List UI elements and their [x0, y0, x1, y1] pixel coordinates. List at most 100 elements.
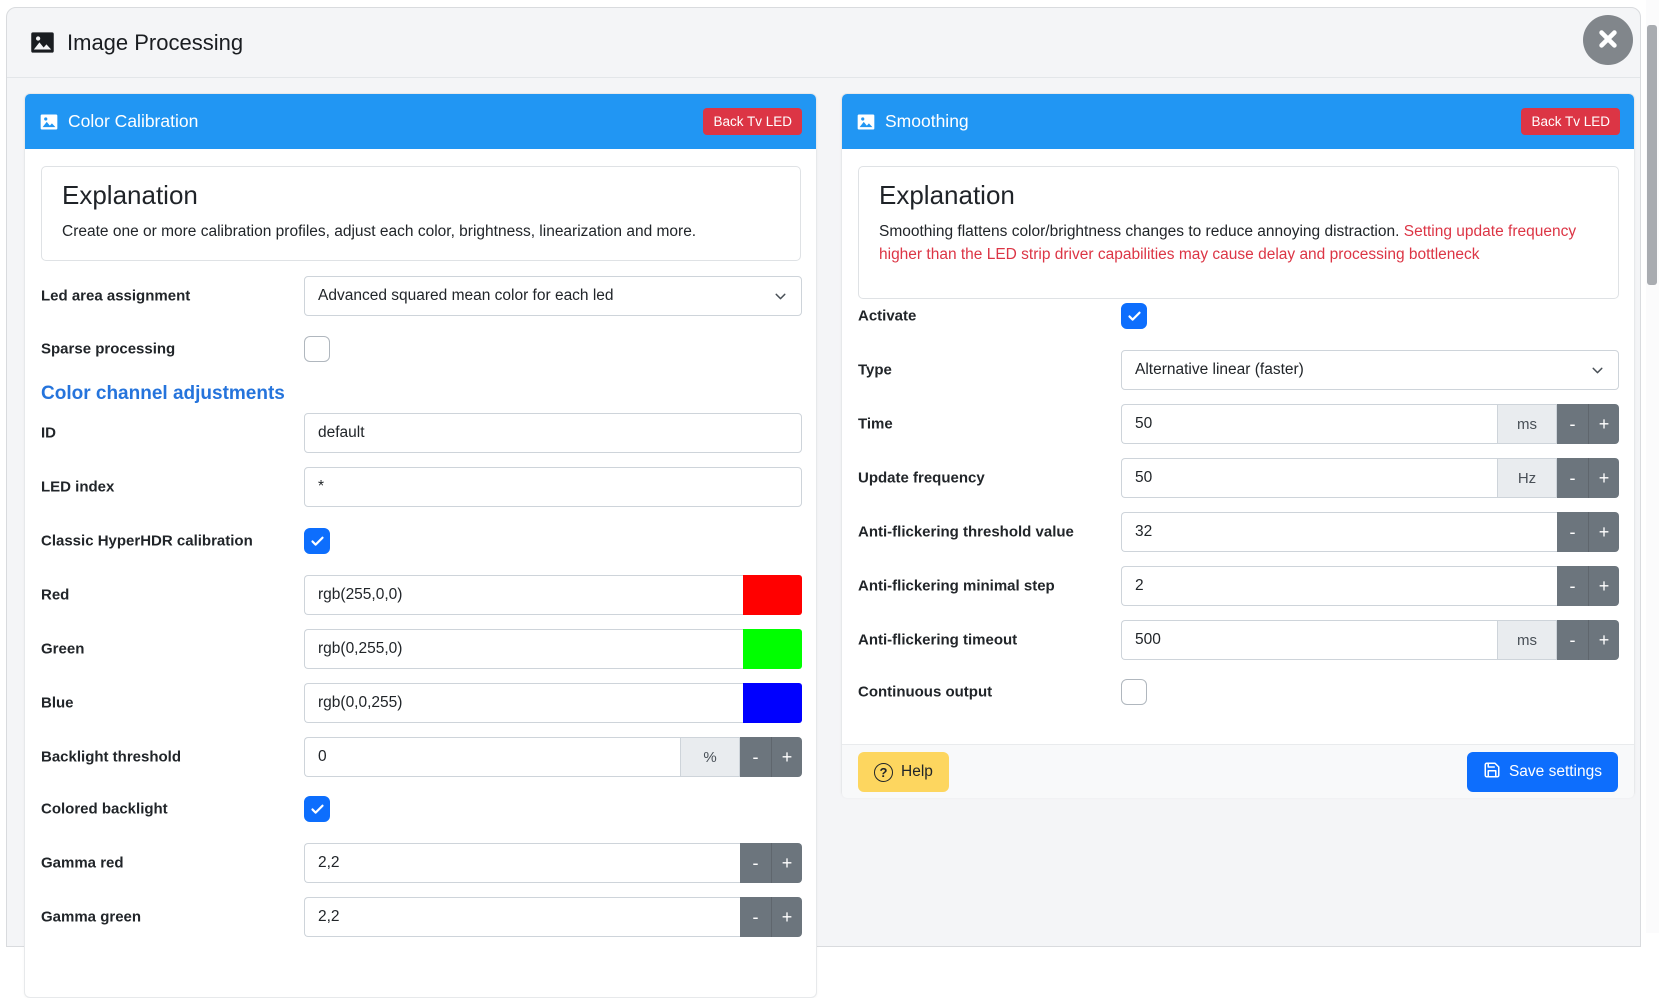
percent-unit: % [680, 737, 740, 777]
increment-button[interactable]: + [771, 843, 802, 883]
backlight-threshold-label: Backlight threshold [41, 748, 182, 766]
increment-button[interactable]: + [1588, 512, 1619, 552]
blue-label: Blue [41, 694, 74, 712]
id-input[interactable] [304, 413, 802, 453]
blue-color-swatch [743, 683, 802, 723]
continuous-output-checkbox[interactable] [1121, 679, 1147, 705]
smoothing-panel: Smoothing Back Tv LED Explanation Smooth… [841, 93, 1635, 798]
panel-title: Color Calibration [68, 111, 199, 131]
explanation-title: Explanation [62, 180, 198, 210]
led-index-input[interactable] [304, 467, 802, 507]
sparse-processing-checkbox[interactable] [304, 336, 330, 362]
close-icon [1597, 28, 1619, 53]
classic-hyperhdr-calibration-checkbox[interactable] [304, 528, 330, 554]
color-calibration-panel: Color Calibration Back Tv LED Explanatio… [24, 93, 817, 998]
gamma-red-row: Gamma red - + [25, 843, 816, 883]
time-input[interactable] [1121, 404, 1497, 444]
red-color-swatch [743, 575, 802, 615]
smoothing-header: Smoothing Back Tv LED [842, 94, 1634, 149]
update-frequency-label: Update frequency [858, 469, 985, 487]
check-icon [310, 802, 325, 817]
explanation-text-normal: Smoothing flattens color/brightness chan… [879, 223, 1404, 240]
decrement-button[interactable]: - [1557, 458, 1588, 498]
decrement-button[interactable]: - [1557, 404, 1588, 444]
time-row: Time ms - + [842, 404, 1634, 444]
explanation-box: Explanation Smoothing flattens color/bri… [858, 166, 1619, 299]
type-value: Alternative linear (faster) [1135, 361, 1304, 378]
type-select[interactable]: Alternative linear (faster) [1121, 350, 1619, 390]
increment-button[interactable]: + [1588, 566, 1619, 606]
led-index-label: LED index [41, 478, 115, 496]
green-label: Green [41, 640, 85, 658]
ms-unit: ms [1497, 620, 1557, 660]
id-row: ID [25, 413, 816, 453]
back-tv-led-badge[interactable]: Back Tv LED [1521, 108, 1620, 135]
explanation-text: Create one or more calibration profiles,… [62, 223, 697, 240]
sparse-processing-label: Sparse processing [41, 340, 176, 358]
decrement-button[interactable]: - [1557, 620, 1588, 660]
continuous-output-row: Continuous output [842, 679, 1634, 705]
anti-flickering-timeout-input[interactable] [1121, 620, 1497, 660]
page-scrollbar[interactable] [1646, 0, 1659, 933]
anti-flickering-threshold-input[interactable] [1121, 512, 1557, 552]
anti-flickering-timeout-label: Anti-flickering timeout [858, 631, 1018, 649]
hz-unit: Hz [1497, 458, 1557, 498]
increment-button[interactable]: + [1588, 458, 1619, 498]
update-frequency-input[interactable] [1121, 458, 1497, 498]
image-icon [39, 112, 59, 132]
blue-row: Blue [25, 683, 816, 723]
decrement-button[interactable]: - [740, 843, 771, 883]
increment-button[interactable]: + [771, 737, 802, 777]
back-tv-led-badge[interactable]: Back Tv LED [703, 108, 802, 135]
green-color-swatch [743, 629, 802, 669]
classic-hyperhdr-calibration-label: Classic HyperHDR calibration [41, 532, 253, 550]
colored-backlight-checkbox[interactable] [304, 796, 330, 822]
gamma-green-input[interactable] [304, 897, 740, 937]
save-settings-button[interactable]: Save settings [1466, 752, 1618, 792]
backlight-threshold-input[interactable] [304, 737, 680, 777]
decrement-button[interactable]: - [1557, 566, 1588, 606]
explanation-text-warning: Setting update frequency higher than the… [879, 223, 1577, 263]
activate-checkbox[interactable] [1121, 303, 1147, 329]
anti-flickering-threshold-label: Anti-flickering threshold value [858, 523, 1074, 541]
led-area-assignment-label: Led area assignment [41, 287, 191, 305]
anti-flickering-threshold-row: Anti-flickering threshold value - + [842, 512, 1634, 552]
gamma-red-input[interactable] [304, 843, 740, 883]
increment-button[interactable]: + [1588, 404, 1619, 444]
explanation-box: Explanation Create one or more calibrati… [41, 166, 801, 261]
save-icon [1483, 761, 1501, 784]
backlight-threshold-row: Backlight threshold % - + [25, 737, 816, 777]
blue-input[interactable] [304, 683, 743, 723]
decrement-button[interactable]: - [740, 737, 771, 777]
colored-backlight-row: Colored backlight [25, 796, 816, 822]
red-input[interactable] [304, 575, 743, 615]
anti-flickering-minimal-step-row: Anti-flickering minimal step - + [842, 566, 1634, 606]
gamma-green-label: Gamma green [41, 908, 142, 926]
increment-button[interactable]: + [1588, 620, 1619, 660]
update-frequency-row: Update frequency Hz - + [842, 458, 1634, 498]
id-label: ID [41, 424, 56, 442]
close-button[interactable] [1583, 15, 1633, 65]
scrollbar-thumb[interactable] [1647, 25, 1657, 285]
led-area-assignment-row: Led area assignment Advanced squared mea… [25, 276, 816, 316]
led-area-assignment-value: Advanced squared mean color for each led [318, 287, 614, 304]
explanation-title: Explanation [879, 180, 1015, 210]
increment-button[interactable]: + [771, 897, 802, 937]
help-button[interactable]: ? Help [858, 752, 949, 792]
led-area-assignment-select[interactable]: Advanced squared mean color for each led [304, 276, 802, 316]
anti-flickering-minimal-step-input[interactable] [1121, 566, 1557, 606]
question-mark-icon: ? [874, 762, 893, 782]
continuous-output-label: Continuous output [858, 683, 993, 701]
ms-unit: ms [1497, 404, 1557, 444]
chevron-down-icon [1589, 362, 1606, 379]
red-row: Red [25, 575, 816, 615]
image-icon [856, 112, 876, 132]
red-label: Red [41, 586, 70, 604]
decrement-button[interactable]: - [1557, 512, 1588, 552]
decrement-button[interactable]: - [740, 897, 771, 937]
image-processing-page: Image Processing Color Calibration Back … [6, 7, 1641, 998]
page-header: Image Processing [7, 8, 1640, 78]
green-input[interactable] [304, 629, 743, 669]
check-icon [1127, 309, 1142, 324]
time-label: Time [858, 415, 893, 433]
